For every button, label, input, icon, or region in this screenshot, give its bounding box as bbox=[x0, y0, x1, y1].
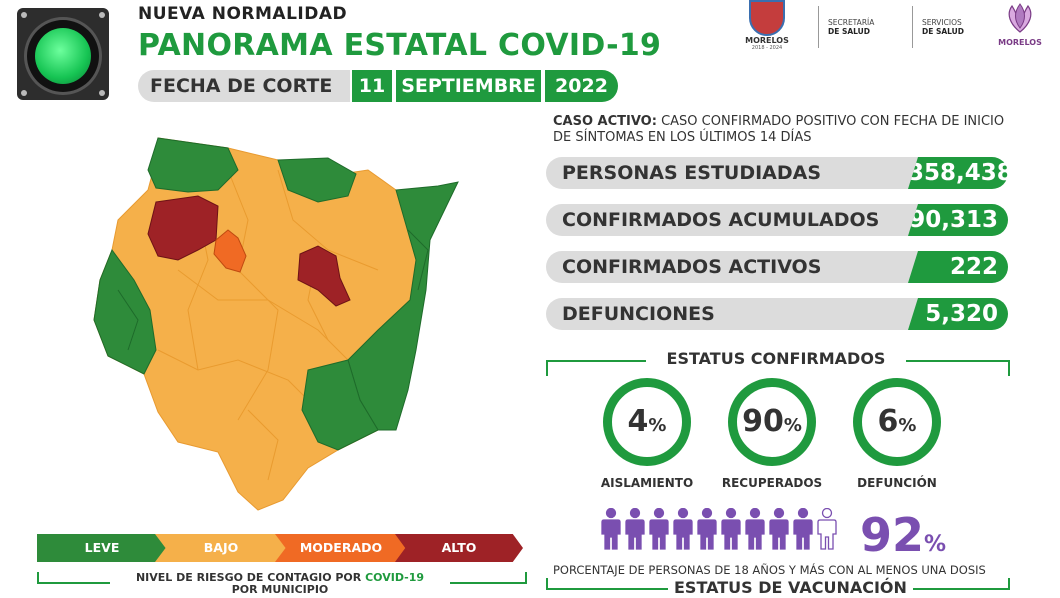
page-title: PANORAMA ESTATAL COVID-19 bbox=[138, 28, 662, 63]
risk-map bbox=[93, 137, 459, 511]
person-icon bbox=[721, 508, 741, 550]
stat-value: 222 bbox=[908, 251, 1008, 283]
stat-value: 358,438 bbox=[908, 157, 1008, 189]
map-region-leve bbox=[93, 248, 157, 375]
map-region-moderado bbox=[213, 229, 247, 273]
fecha-corte-label: FECHA DE CORTE bbox=[138, 70, 350, 102]
recuperados-circle: 90% bbox=[728, 378, 816, 466]
stat-label: CONFIRMADOS ACUMULADOS bbox=[546, 204, 918, 236]
fecha-corte-month: SEPTIEMBRE bbox=[396, 70, 541, 102]
recuperados-label: RECUPERADOS bbox=[721, 476, 823, 490]
stat-value: 90,313 bbox=[908, 204, 1008, 236]
fecha-corte-bar: FECHA DE CORTE 11 SEPTIEMBRE 2022 bbox=[138, 70, 618, 102]
inst1-line2: DE SALUD bbox=[828, 27, 870, 36]
vaccination-title: ESTATUS DE VACUNACIÓN bbox=[668, 578, 913, 597]
legend-leve: LEVE bbox=[37, 534, 167, 562]
map-region-leve bbox=[301, 359, 379, 451]
inst2-line1: SERVICIOS bbox=[922, 18, 962, 27]
estatus-title: ESTATUS CONFIRMADOS bbox=[646, 349, 906, 368]
person-icon bbox=[793, 508, 813, 550]
legend-note-bold: COVID-19 bbox=[365, 571, 425, 584]
shield-icon bbox=[749, 0, 785, 36]
recuperados-num: 90 bbox=[742, 404, 784, 439]
vaccination-people-row bbox=[600, 508, 840, 550]
map-region-leve bbox=[347, 181, 459, 431]
secretaria-logo: SECRETARÍA DE SALUD bbox=[828, 18, 874, 36]
vaccination-percent-sign: % bbox=[924, 532, 947, 557]
stat-defunciones: DEFUNCIONES 5,320 bbox=[546, 298, 1008, 330]
servicios-logo: SERVICIOS DE SALUD bbox=[922, 18, 964, 36]
traffic-light-icon bbox=[17, 8, 109, 100]
stat-label: PERSONAS ESTUDIADAS bbox=[546, 157, 918, 189]
recuperados-pct: % bbox=[783, 415, 802, 436]
map-region-alto bbox=[297, 245, 351, 307]
state-period: 2018 - 2024 bbox=[751, 45, 783, 51]
stat-label: DEFUNCIONES bbox=[546, 298, 918, 330]
state-name: MORELOS bbox=[745, 36, 789, 45]
person-icon bbox=[769, 508, 789, 550]
person-icon bbox=[601, 508, 621, 550]
header-kicker: NUEVA NORMALIDAD bbox=[138, 4, 348, 24]
aislamiento-num: 4 bbox=[627, 404, 649, 439]
map-region-alto bbox=[147, 195, 219, 261]
legend-note: NIVEL DE RIESGO DE CONTAGIO POR COVID-19… bbox=[110, 572, 450, 596]
caso-activo-label: CASO ACTIVO: bbox=[553, 114, 657, 129]
morelos-logo: MORELOS 2018 - 2024 bbox=[738, 0, 796, 56]
stat-personas-estudiadas: PERSONAS ESTUDIADAS 358,438 bbox=[546, 157, 1008, 189]
legend-alto: ALTO bbox=[395, 534, 523, 562]
person-icon bbox=[625, 508, 645, 550]
defuncion-label: DEFUNCIÓN bbox=[857, 476, 937, 490]
person-icon bbox=[673, 508, 693, 550]
vaccination-percent-num: 92 bbox=[860, 508, 925, 562]
vaccination-note: PORCENTAJE DE PERSONAS DE 18 AÑOS Y MÁS … bbox=[553, 563, 986, 577]
inst2-line2: DE SALUD bbox=[922, 27, 964, 36]
legend-bajo: BAJO bbox=[155, 534, 287, 562]
stat-confirmados-acumulados: CONFIRMADOS ACUMULADOS 90,313 bbox=[546, 204, 1008, 236]
aislamiento-label: AISLAMIENTO bbox=[600, 476, 694, 490]
person-icon bbox=[745, 508, 765, 550]
fecha-corte-year: 2022 bbox=[545, 70, 618, 102]
logo-divider bbox=[818, 6, 819, 48]
aislamiento-pct: % bbox=[648, 415, 667, 436]
stat-label: CONFIRMADOS ACTIVOS bbox=[546, 251, 918, 283]
caso-activo-text: CASO CONFIRMADO POSITIVO CON FECHA DE IN… bbox=[553, 114, 1005, 145]
stat-value: 5,320 bbox=[908, 298, 1008, 330]
defuncion-num: 6 bbox=[877, 404, 899, 439]
flower-name: MORELOS bbox=[998, 38, 1042, 47]
legend-note-prefix: NIVEL DE RIESGO DE CONTAGIO POR bbox=[135, 571, 366, 584]
map-region-leve bbox=[277, 157, 357, 203]
flower-icon bbox=[1008, 3, 1032, 33]
fecha-corte-day: 11 bbox=[352, 70, 392, 102]
person-icon bbox=[649, 508, 669, 550]
logo-divider bbox=[912, 6, 913, 48]
defuncion-pct: % bbox=[898, 415, 917, 436]
vaccination-percent: 92% bbox=[860, 508, 946, 562]
flower-logo: MORELOS bbox=[992, 2, 1048, 54]
inst1-line1: SECRETARÍA bbox=[828, 18, 875, 27]
defuncion-circle: 6% bbox=[853, 378, 941, 466]
person-icon bbox=[697, 508, 717, 550]
caso-activo-definition: CASO ACTIVO: CASO CONFIRMADO POSITIVO CO… bbox=[553, 114, 1013, 146]
risk-legend: LEVE BAJO MODERADO ALTO bbox=[37, 534, 523, 562]
legend-note-suffix: POR MUNICIPIO bbox=[231, 583, 329, 596]
aislamiento-circle: 4% bbox=[603, 378, 691, 466]
map-region-leve bbox=[147, 137, 239, 193]
stat-confirmados-activos: CONFIRMADOS ACTIVOS 222 bbox=[546, 251, 1008, 283]
legend-moderado: MODERADO bbox=[275, 534, 407, 562]
person-icon bbox=[817, 508, 837, 550]
